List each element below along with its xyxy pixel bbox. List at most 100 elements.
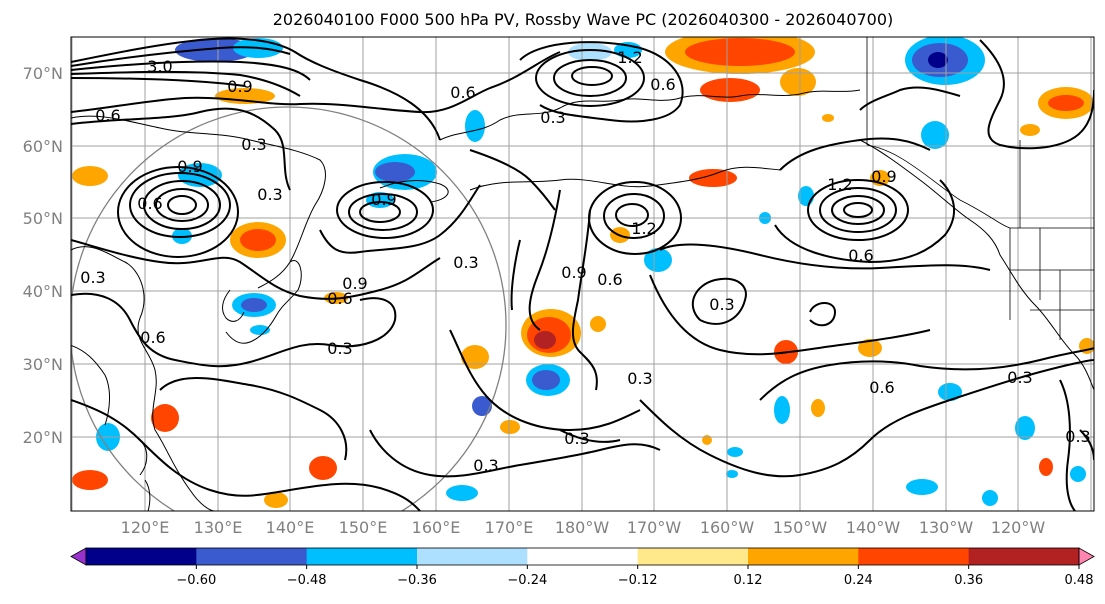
korea-coastline <box>222 289 245 322</box>
lon-label: 130°E <box>194 518 243 537</box>
pv-negative-region <box>250 325 270 335</box>
contour-label: 0.9 <box>371 190 396 209</box>
lon-label: 160°E <box>412 518 461 537</box>
contour-label: 0.3 <box>80 268 105 287</box>
contour-line <box>117 166 239 258</box>
contour-label: 0.6 <box>95 106 120 125</box>
colorbar-segment <box>637 548 749 565</box>
pv-positive-region <box>1039 458 1053 476</box>
pv-positive-region <box>240 229 276 251</box>
contour-label: 0.6 <box>450 83 475 102</box>
pv-positive-region <box>858 339 882 357</box>
contour-labels: 3.0 0.6 0.9 0.6 0.3 0.9 0.6 0.3 0.3 0.3 … <box>80 48 1090 475</box>
contour-line <box>336 181 434 239</box>
latitude-labels: 70°N 60°N 50°N 40°N 30°N 20°N <box>23 64 63 447</box>
pv-positive-region <box>72 470 108 490</box>
contour-line <box>129 172 231 238</box>
contour-line <box>71 292 397 368</box>
colorbar-tick-label: 0.12 <box>734 573 763 588</box>
lat-label: 60°N <box>23 137 63 156</box>
contour-line <box>71 107 291 191</box>
lat-label: 40°N <box>23 282 63 301</box>
pv-negative-region <box>906 479 938 495</box>
pv-negative-region <box>928 52 948 68</box>
pv-negative-region <box>241 298 267 312</box>
colorbar-tick-label: −0.24 <box>507 573 547 588</box>
contour-line <box>71 77 246 87</box>
contour-line <box>572 209 598 391</box>
pv-positive-region <box>1020 124 1040 136</box>
pv-positive-region <box>534 331 556 349</box>
colorbar-tick-label: 0.36 <box>954 573 983 588</box>
lon-label: 120°E <box>121 518 170 537</box>
pv-positive-region <box>685 38 795 66</box>
pv-positive-region <box>151 404 179 432</box>
pv-negative-region <box>982 490 998 506</box>
map-frame <box>70 36 1095 512</box>
contour-line <box>159 377 348 461</box>
colorbar-segment <box>417 548 528 565</box>
contour-label: 1.2 <box>617 48 642 67</box>
arctic-coastline <box>439 89 861 141</box>
analysis-circle <box>71 106 507 511</box>
contour-line <box>759 347 1094 401</box>
contour-label: 0.6 <box>137 194 162 213</box>
contour-line <box>774 179 956 264</box>
contour-label: 0.3 <box>473 456 498 475</box>
lon-label: 170°W <box>627 518 682 537</box>
colorbar-extend-min <box>70 547 87 566</box>
contour-line <box>143 180 221 230</box>
lat-label: 20°N <box>23 428 63 447</box>
contour-line <box>1059 379 1076 511</box>
colorbar-segment <box>968 548 1080 565</box>
contour-label: 0.9 <box>871 167 896 186</box>
contour-line <box>71 37 441 141</box>
contour-line <box>831 195 885 225</box>
contour-label: 3.0 <box>147 57 172 76</box>
contour-line <box>809 302 837 327</box>
pv-negative-region <box>1070 466 1086 482</box>
colorbar-segment <box>858 548 970 565</box>
aleutian-coastline <box>469 166 781 191</box>
lon-label: 180°W <box>555 518 610 537</box>
colorbar-tick-label: −0.36 <box>397 573 437 588</box>
pv-negative-region <box>568 43 612 61</box>
pv-negative-region <box>921 121 949 149</box>
contour-line <box>71 399 421 511</box>
contour-label: 1.2 <box>827 175 852 194</box>
pv-positive-region <box>500 420 520 434</box>
pv-positive-region <box>822 114 834 122</box>
pv-negative-region <box>366 192 394 208</box>
contour-label: 1.2 <box>631 219 656 238</box>
contour-line <box>559 429 621 443</box>
contour-line <box>528 189 561 331</box>
contour-line <box>369 429 661 478</box>
colorbar: −0.60 −0.48 −0.36 −0.24 −0.12 0.12 0.24 0.36 0.4… <box>70 547 1095 588</box>
colorbar-tick-label: 0.24 <box>844 573 873 588</box>
pv-shading <box>72 37 1094 508</box>
pv-positive-region <box>309 456 337 480</box>
contour-label: 0.9 <box>177 157 202 176</box>
colorbar-segment <box>748 548 859 565</box>
contour-line <box>535 49 645 107</box>
contour-line <box>659 243 991 271</box>
contour-label: 0.6 <box>597 270 622 289</box>
contour-line <box>510 239 521 311</box>
contour-label: 0.3 <box>540 108 565 127</box>
contour-label: 0.6 <box>650 75 675 94</box>
contour-label: 0.3 <box>1007 368 1032 387</box>
contour-line <box>319 184 481 254</box>
pv-contours <box>71 37 1094 511</box>
contour-line <box>819 187 897 233</box>
colorbar-segments <box>70 547 1095 566</box>
map-panel: 3.0 0.6 0.9 0.6 0.3 0.9 0.6 0.3 0.3 0.3 … <box>70 36 1095 512</box>
lon-label: 150°W <box>773 518 828 537</box>
asia-coastline <box>71 246 216 511</box>
pv-negative-region <box>938 383 962 401</box>
contour-line <box>603 193 665 239</box>
pv-negative-region <box>446 485 478 501</box>
pv-negative-region <box>726 470 738 478</box>
pv-positive-region <box>461 345 489 369</box>
contour-line <box>691 277 747 325</box>
